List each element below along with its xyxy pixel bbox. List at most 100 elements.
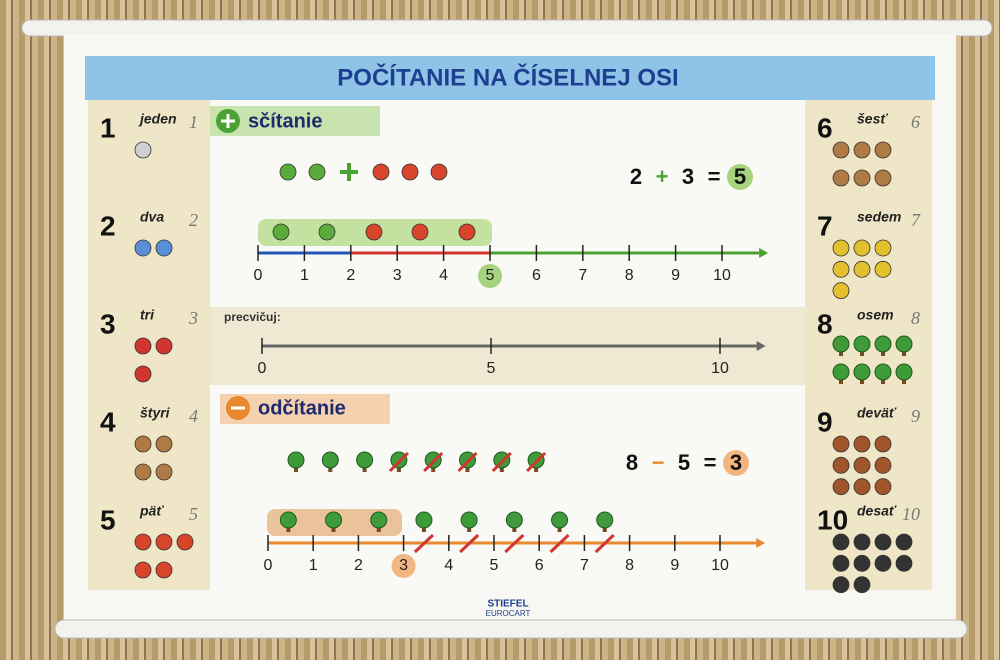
icon-berry xyxy=(134,365,152,383)
icon-berry xyxy=(155,337,173,355)
icon-tree xyxy=(596,511,614,529)
numeral: 9 xyxy=(817,406,833,437)
axis-label: 6 xyxy=(532,267,541,284)
script-numeral: 3 xyxy=(188,308,198,328)
icon-fish xyxy=(853,260,871,278)
equation-b: 3 xyxy=(682,164,694,189)
icon-squirrel xyxy=(874,456,892,474)
axis-label: 2 xyxy=(346,267,355,284)
icon-apple xyxy=(372,163,390,181)
icon-squirrel xyxy=(874,435,892,453)
equation-eq: = xyxy=(704,450,717,475)
icon-green xyxy=(279,163,297,181)
equation-eq: = xyxy=(708,164,721,189)
script-numeral: 6 xyxy=(911,112,920,132)
icon-fish xyxy=(832,239,850,257)
icon-tree xyxy=(287,451,305,469)
cross-out xyxy=(491,451,512,473)
numeral: 1 xyxy=(100,112,116,143)
script-numeral: 10 xyxy=(902,504,920,524)
script-numeral: 4 xyxy=(189,406,198,426)
icon-bird xyxy=(853,554,871,572)
number-word: jeden xyxy=(138,111,177,127)
icon-berry xyxy=(134,337,152,355)
icon-squirrel xyxy=(853,456,871,474)
number-word: tri xyxy=(140,307,155,323)
icon-fish xyxy=(832,282,850,300)
equation-a: 8 xyxy=(626,450,638,475)
top-rod xyxy=(21,19,993,37)
icon-apple xyxy=(176,533,194,551)
script-numeral: 5 xyxy=(189,504,198,524)
icon-rabbit xyxy=(853,169,871,187)
icon-green xyxy=(318,223,336,241)
cross-out xyxy=(549,533,570,554)
icon-rabbit xyxy=(134,463,152,481)
icon-tree xyxy=(874,363,892,381)
axis-label: 9 xyxy=(671,267,680,284)
cross-out xyxy=(423,451,444,473)
icon-apple xyxy=(134,561,152,579)
footer-brand: STIEFEL xyxy=(487,599,528,610)
cross-out xyxy=(594,533,615,554)
icon-squirrel xyxy=(832,435,850,453)
icon-tree xyxy=(853,335,871,353)
number-word: šesť xyxy=(857,111,888,127)
axis-label: 5 xyxy=(486,267,495,284)
icon-tree xyxy=(505,511,523,529)
axis-label: 5 xyxy=(487,360,496,377)
numeral: 7 xyxy=(817,210,833,241)
icon-squirrel xyxy=(832,478,850,496)
axis-label: 2 xyxy=(354,557,363,574)
icon-rabbit xyxy=(874,169,892,187)
icon-tree xyxy=(551,511,569,529)
script-numeral: 7 xyxy=(911,210,921,230)
icon-apple xyxy=(134,533,152,551)
icon-tree xyxy=(460,511,478,529)
icon-squirrel xyxy=(832,456,850,474)
axis-label: 10 xyxy=(711,360,729,377)
icon-bird xyxy=(832,576,850,594)
equation-op: + xyxy=(656,164,669,189)
icon-rabbit xyxy=(874,141,892,159)
numeral: 3 xyxy=(100,308,116,339)
icon-tree xyxy=(853,363,871,381)
title-band xyxy=(85,56,935,100)
axis-arrow xyxy=(759,248,769,258)
cross-out xyxy=(504,533,525,554)
practice-label: precvičuj: xyxy=(224,310,281,324)
icon-bird xyxy=(853,533,871,551)
icon-apple xyxy=(430,163,448,181)
axis-label: 4 xyxy=(444,557,453,574)
equation-b: 5 xyxy=(678,450,690,475)
icon-tree xyxy=(370,511,388,529)
icon-mouse xyxy=(134,141,152,159)
script-numeral: 1 xyxy=(189,112,198,132)
answer-circle xyxy=(391,554,416,578)
icon-apple xyxy=(365,223,383,241)
numeral: 4 xyxy=(100,406,116,437)
icon-tree xyxy=(832,335,850,353)
cross-out xyxy=(526,451,547,473)
icon-rabbit xyxy=(155,435,173,453)
icon-rabbit xyxy=(832,141,850,159)
icon-tree xyxy=(279,511,297,529)
icon-bird xyxy=(874,533,892,551)
icon-apple xyxy=(155,533,173,551)
icon-bird xyxy=(874,554,892,572)
icon-tree xyxy=(895,363,913,381)
result-circle xyxy=(723,450,749,476)
icon-rabbit xyxy=(155,463,173,481)
axis-label: 0 xyxy=(264,557,273,574)
icon-tree xyxy=(321,451,339,469)
icon-apple xyxy=(155,561,173,579)
number-word: štyri xyxy=(140,405,171,421)
icon-fish xyxy=(874,239,892,257)
axis-label: 1 xyxy=(300,267,309,284)
equation-op: − xyxy=(652,450,665,475)
cross-out xyxy=(457,451,478,473)
icon-tree xyxy=(874,335,892,353)
icon-bird xyxy=(853,576,871,594)
icon-apple xyxy=(411,223,429,241)
